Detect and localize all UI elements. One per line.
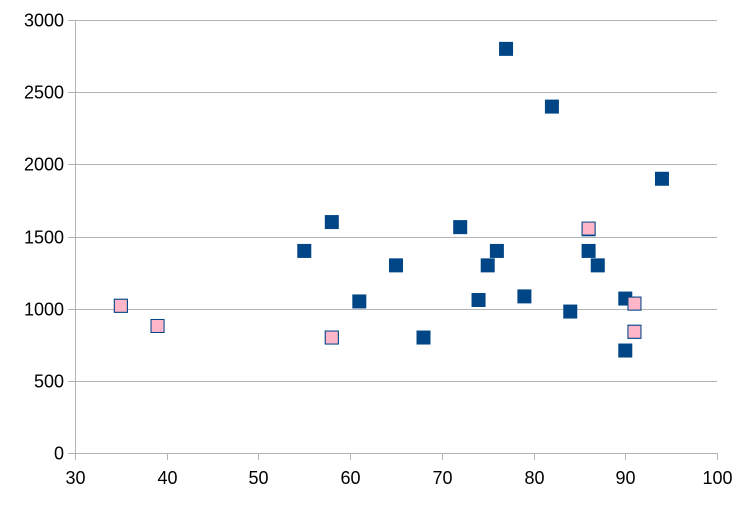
- x-tick-label: 90: [615, 468, 635, 488]
- data-point: [581, 221, 596, 236]
- data-point: [581, 243, 596, 258]
- x-tick-labels: 30 40 50 60 70 80 90 100: [65, 468, 732, 488]
- data-point: [489, 243, 504, 258]
- data-point: [627, 324, 642, 339]
- data-point: [590, 258, 605, 273]
- data-point: [471, 293, 486, 308]
- data-point: [150, 318, 165, 333]
- x-tick-label: 30: [65, 468, 85, 488]
- data-point: [297, 243, 312, 258]
- series-2: [113, 221, 642, 345]
- gridlines: [75, 20, 717, 454]
- x-tick-label: 70: [432, 468, 452, 488]
- data-point: [453, 220, 468, 235]
- y-tick-label: 1500: [24, 228, 64, 248]
- data-point: [416, 330, 431, 345]
- y-tick-label: 2500: [24, 83, 64, 103]
- x-tick-label: 40: [157, 468, 177, 488]
- data-point: [389, 258, 403, 273]
- y-tick-label: 500: [34, 372, 64, 392]
- data-point: [324, 330, 339, 345]
- data-point: [618, 343, 633, 358]
- data-point: [480, 258, 495, 273]
- y-tick-labels: 0 500 1000 1500 2000 2500 3000: [24, 11, 64, 464]
- x-tick-label: 80: [524, 468, 544, 488]
- y-tick-label: 0: [54, 444, 64, 464]
- y-tick-label: 2000: [24, 155, 64, 175]
- data-point: [654, 171, 669, 186]
- data-point: [627, 296, 642, 311]
- data-series: [113, 41, 669, 358]
- series-1: [113, 41, 669, 358]
- y-tick-label: 1000: [24, 300, 64, 320]
- data-point: [563, 304, 578, 319]
- x-tick-label: 60: [340, 468, 360, 488]
- y-tick-label: 3000: [24, 11, 64, 31]
- data-point: [324, 215, 339, 230]
- data-point: [544, 99, 559, 114]
- data-point: [499, 41, 514, 56]
- data-point: [517, 289, 532, 304]
- data-point: [113, 298, 128, 313]
- x-tick-label: 100: [702, 468, 732, 488]
- data-point: [352, 294, 367, 309]
- x-tick-label: 50: [248, 468, 268, 488]
- axes: [68, 20, 718, 460]
